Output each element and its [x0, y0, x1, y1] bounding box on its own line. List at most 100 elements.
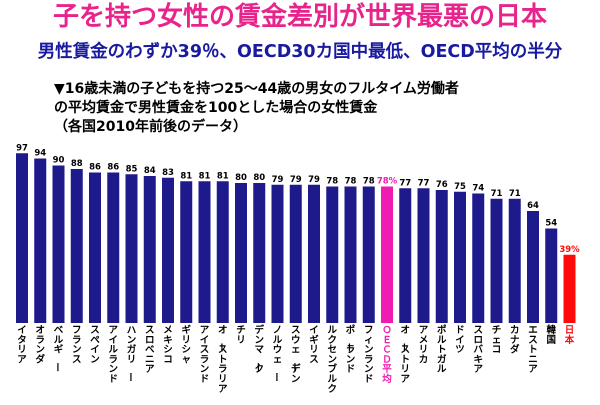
- value-label-5: 86: [89, 163, 101, 173]
- bar-3: [52, 165, 65, 323]
- bar-18: [326, 186, 339, 323]
- value-label-11: 81: [199, 171, 211, 181]
- bar-13: [235, 183, 247, 323]
- bar-29: [527, 211, 539, 323]
- chart-subtitle: 男性賃金のわずか39％、OECD30カ国中最低、OECD平均の半分: [37, 42, 563, 62]
- bar-15: [271, 184, 284, 323]
- value-label-16: 79: [290, 175, 302, 185]
- category-label-20: フィンランド: [364, 325, 374, 385]
- value-label-7: 85: [126, 164, 138, 174]
- bar-22: [399, 188, 412, 323]
- category-label-30: 韓国: [546, 324, 556, 346]
- bar-16: [289, 184, 302, 323]
- bar-6: [107, 172, 120, 323]
- category-label-15: ノルウェー: [270, 325, 283, 382]
- bar-4: [70, 169, 83, 323]
- value-label-26: 74: [472, 184, 484, 194]
- value-label-24: 76: [436, 180, 448, 190]
- value-label-18: 78: [326, 177, 338, 187]
- category-label-9: メキシコ: [163, 325, 173, 365]
- bar-21: [381, 186, 393, 323]
- category-label-27: チェコ: [492, 325, 502, 356]
- bar-28: [508, 198, 521, 323]
- bar-1: [16, 153, 28, 323]
- category-labels-group: イタリアオランダベルギーフランススペインアイルランドハンガリースロベニアメキシコ…: [17, 324, 575, 395]
- value-label-15: 79: [272, 175, 284, 185]
- note-line-1: ▼16歳未満の子どもを持つ25～44歳の男女のフルタイム労働者: [54, 81, 459, 97]
- category-label-1: イタリア: [17, 325, 27, 365]
- category-label-2: オランダ: [35, 325, 45, 365]
- value-label-4: 88: [71, 159, 83, 169]
- category-label-17: イギリス: [309, 325, 319, 365]
- category-label-14: デンマーク: [251, 324, 264, 375]
- value-label-22: 77: [399, 178, 411, 188]
- value-label-9: 83: [162, 168, 174, 178]
- category-label-10: ギリシャ: [181, 324, 191, 365]
- category-label-23: アメリカ: [419, 325, 429, 365]
- bar-30: [545, 228, 558, 323]
- value-label-10: 81: [180, 171, 192, 181]
- note-line-3: （各国2010年前後のデータ）: [54, 119, 247, 135]
- bar-14: [253, 183, 266, 323]
- bar-17: [308, 184, 320, 323]
- bar-24: [435, 190, 448, 323]
- value-label-13: 80: [235, 173, 247, 183]
- bar-20: [362, 186, 375, 323]
- value-label-28: 71: [509, 189, 521, 199]
- category-label-29: エストニア: [528, 325, 538, 375]
- category-label-5: スペイン: [90, 325, 100, 365]
- bar-2: [34, 158, 47, 323]
- value-label-19: 78: [345, 177, 357, 187]
- category-label-26: スロバキア: [473, 325, 483, 375]
- bar-26: [472, 193, 485, 323]
- bar-27: [490, 198, 503, 323]
- chart-title: 子を持つ女性の賃金差別が世界最悪の日本: [52, 2, 547, 32]
- category-label-8: スロベニア: [145, 325, 155, 375]
- category-label-28: カナダ: [510, 325, 520, 356]
- category-label-11: アイスランド: [200, 325, 210, 385]
- category-label-16: スウェーデン: [288, 325, 301, 385]
- value-label-12: 81: [217, 171, 229, 181]
- bar-23: [417, 188, 430, 323]
- category-label-7: ハンガリー: [124, 325, 137, 382]
- category-label-25: ドイツ: [455, 325, 465, 356]
- category-label-24: ポルトガル: [437, 324, 447, 375]
- bar-19: [344, 186, 357, 323]
- bar-25: [454, 191, 466, 323]
- note-line-2: の平均賃金で男性賃金を100とした場合の女性賃金: [54, 100, 378, 116]
- category-label-13: チリ: [236, 325, 246, 346]
- category-label-6: アイルランド: [108, 325, 118, 385]
- category-label-31: 日本: [565, 325, 575, 346]
- value-label-31: 39%: [559, 245, 580, 255]
- value-label-27: 71: [491, 189, 503, 199]
- value-label-17: 79: [308, 175, 320, 185]
- category-label-3: ベルギー: [51, 325, 64, 372]
- chart-note: ▼16歳未満の子どもを持つ25～44歳の男女のフルタイム労働者 の平均賃金で男性…: [54, 80, 594, 137]
- category-label-12: オーストラリア: [215, 325, 228, 395]
- bar-5: [89, 172, 101, 323]
- bar-7: [125, 174, 138, 323]
- category-label-21: ＯＥＣＤ平均: [382, 325, 392, 385]
- value-label-20: 78: [363, 177, 375, 187]
- bar-12: [216, 181, 229, 323]
- value-label-1: 97: [16, 143, 28, 153]
- category-label-18: ルクセンブルク: [327, 325, 337, 395]
- category-label-19: ポーランド: [343, 324, 356, 375]
- category-label-22: オーストリア: [397, 325, 410, 385]
- value-label-23: 77: [418, 178, 430, 188]
- bar-9: [162, 177, 174, 323]
- bar-11: [198, 181, 211, 323]
- value-label-8: 84: [144, 166, 156, 176]
- value-label-14: 80: [253, 173, 265, 183]
- bar-8: [143, 176, 156, 323]
- value-label-30: 54: [545, 219, 557, 229]
- value-label-6: 86: [107, 163, 119, 173]
- value-label-29: 64: [527, 201, 539, 211]
- value-label-3: 90: [53, 156, 65, 166]
- bars-group: [16, 153, 576, 323]
- category-label-4: フランス: [72, 325, 82, 365]
- value-label-25: 75: [454, 182, 466, 192]
- value-label-21: 78%: [377, 177, 398, 187]
